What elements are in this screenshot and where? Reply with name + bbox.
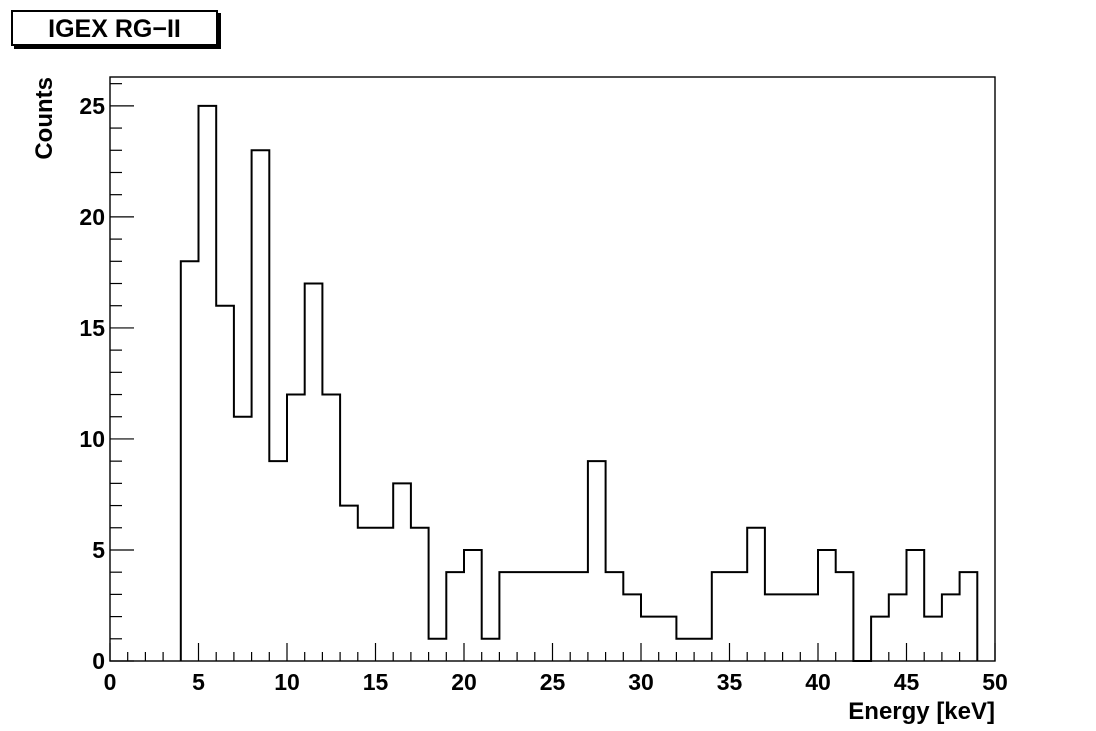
x-tick-label: 20 [451,669,477,695]
x-tick-label: 25 [540,669,566,695]
x-tick-label: 35 [717,669,743,695]
chart-title: IGEX RG−II [48,15,181,43]
x-tick-label: 10 [274,669,300,695]
y-axis-ticks: 0 5 10 15 20 25 [79,83,134,674]
x-axis-ticks: 0 5 10 15 20 25 30 35 40 45 50 [104,643,1008,695]
x-tick-label: 15 [363,669,389,695]
y-tick-label: 15 [79,315,105,341]
histogram-line [179,104,979,662]
plot-frame [109,76,996,662]
x-tick-label: 5 [192,669,205,695]
y-tick-label: 0 [92,648,105,674]
y-tick-label: 5 [92,537,105,563]
chart-title-box: IGEX RG−II [11,10,218,46]
y-tick-label: 10 [79,426,105,452]
x-tick-label: 45 [894,669,920,695]
x-tick-label: 30 [628,669,654,695]
y-tick-label: 25 [79,93,105,119]
y-tick-label: 20 [79,204,105,230]
x-tick-label: 50 [982,669,1008,695]
x-tick-label: 0 [104,669,117,695]
x-tick-label: 40 [805,669,831,695]
x-axis-label: Energy [keV] [848,698,995,725]
y-axis-label: Counts [31,77,58,160]
